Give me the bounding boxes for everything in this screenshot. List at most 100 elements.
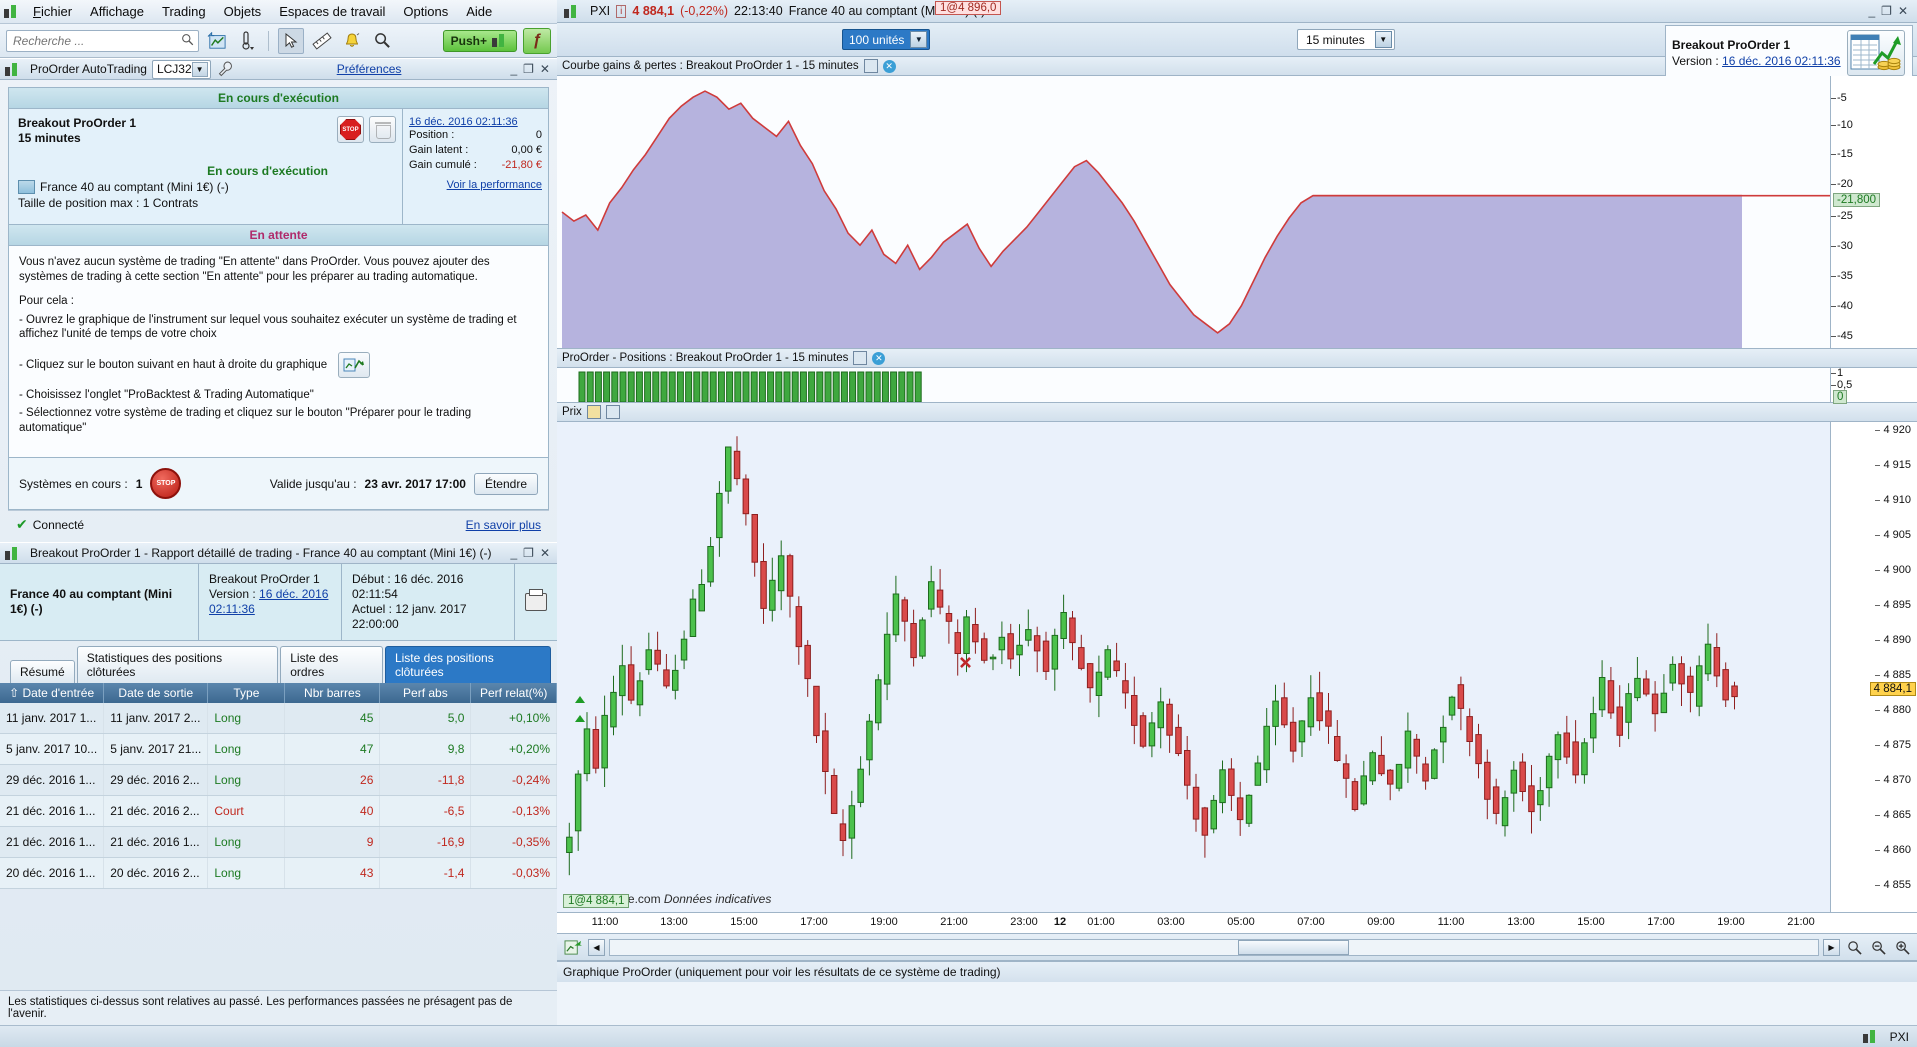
positions-panel-close-icon[interactable]: ✕ bbox=[872, 351, 886, 365]
alert-bell-icon[interactable] bbox=[340, 29, 364, 53]
thermometer-icon[interactable] bbox=[235, 29, 259, 53]
timeframe-selector[interactable]: 15 minutes ▼ bbox=[1297, 29, 1395, 50]
maximize-icon[interactable]: ❐ bbox=[523, 62, 534, 76]
chevron-down-icon[interactable]: ▼ bbox=[910, 31, 928, 48]
tab-resume[interactable]: Résumé bbox=[10, 660, 75, 683]
export-chart-icon[interactable] bbox=[562, 937, 584, 957]
chart-maximize-icon[interactable]: ❐ bbox=[1881, 4, 1892, 18]
tab-statistiques[interactable]: Statistiques des positions clôturées bbox=[76, 646, 279, 683]
preferences-link[interactable]: Préférences bbox=[336, 62, 402, 76]
close-icon[interactable]: ✕ bbox=[539, 62, 550, 76]
print-icon[interactable] bbox=[525, 589, 547, 611]
zoom-in-icon[interactable] bbox=[1892, 937, 1912, 957]
info-icon[interactable]: i bbox=[616, 4, 627, 18]
cell-type: Long bbox=[207, 733, 286, 765]
scroll-right-button[interactable]: ▶ bbox=[1823, 938, 1840, 956]
magnifier-icon[interactable] bbox=[370, 29, 394, 53]
positions-panel-settings-icon[interactable] bbox=[853, 351, 868, 365]
chevron-down-icon[interactable]: ▼ bbox=[1374, 31, 1392, 48]
positions-axis-tick: 1 bbox=[1830, 367, 1844, 379]
column-nbr-barres[interactable]: Nbr barres bbox=[284, 683, 381, 703]
strategy-version-link[interactable]: 16 déc. 2016 02:11:36 bbox=[1722, 54, 1841, 68]
stop-all-button[interactable]: STOP bbox=[150, 468, 182, 499]
new-chart-icon[interactable] bbox=[205, 29, 229, 53]
column-date-sortie[interactable]: Date de sortie bbox=[103, 683, 209, 703]
menu-bar: Fichier Affichage Trading Objets Espaces… bbox=[0, 0, 557, 24]
push-button[interactable]: Push+ bbox=[442, 29, 517, 52]
chart-scrollbar[interactable] bbox=[609, 938, 1819, 956]
extend-button[interactable]: Étendre bbox=[473, 472, 538, 495]
table-row[interactable]: 21 déc. 2016 1... 21 déc. 2016 1... Long… bbox=[0, 826, 557, 858]
report-minimize-icon[interactable]: _ bbox=[510, 546, 518, 560]
menu-item-objets[interactable]: Objets bbox=[223, 4, 262, 19]
stop-system-button[interactable]: STOP bbox=[337, 116, 364, 143]
menu-item-trading[interactable]: Trading bbox=[162, 4, 206, 19]
table-row[interactable]: 20 déc. 2016 1... 20 déc. 2016 2... Long… bbox=[0, 857, 557, 889]
table-row[interactable]: 11 janv. 2017 1... 11 janv. 2017 2... Lo… bbox=[0, 703, 557, 734]
report-panel-titlebar: Breakout ProOrder 1 - Rapport détaillé d… bbox=[0, 542, 557, 564]
price-panel-settings-icon[interactable] bbox=[605, 405, 620, 419]
tab-liste-positions-cloturees[interactable]: Liste des positions clôturées bbox=[384, 646, 551, 683]
column-perf-relat[interactable]: Perf relat(%) bbox=[470, 683, 557, 703]
price-panel-pencil-icon[interactable] bbox=[586, 405, 601, 419]
function-button[interactable]: ƒ bbox=[523, 27, 551, 54]
account-selector[interactable]: LCJ32 ▼ bbox=[151, 59, 211, 79]
system-start-link[interactable]: 16 déc. 2016 02:11:36 bbox=[409, 116, 518, 128]
minimize-icon[interactable]: _ bbox=[510, 62, 518, 76]
equity-chart: -5 -10 -15 -20 -21,800 -25 -30 -35 -40 -… bbox=[557, 76, 1917, 349]
report-maximize-icon[interactable]: ❐ bbox=[523, 546, 534, 560]
probacktest-icon[interactable] bbox=[338, 351, 371, 378]
search-icon[interactable] bbox=[181, 33, 194, 49]
column-perf-abs[interactable]: Perf abs bbox=[379, 683, 472, 703]
cursor-icon[interactable] bbox=[278, 27, 304, 54]
zoom-reset-icon[interactable] bbox=[1844, 937, 1864, 957]
column-type[interactable]: Type bbox=[207, 683, 286, 703]
chart-minimize-icon[interactable]: _ bbox=[1868, 4, 1876, 18]
cell-perf-rel: -0,03% bbox=[470, 857, 557, 889]
price-axis-tick: 4 875 bbox=[1875, 739, 1911, 751]
chart-ticker: PXI bbox=[590, 4, 611, 18]
cell-exit-date: 29 déc. 2016 2... bbox=[103, 764, 209, 796]
delete-system-button[interactable] bbox=[369, 116, 396, 143]
cell-bars: 45 bbox=[284, 703, 381, 734]
system-stats: 16 déc. 2016 02:11:36 Position : 0 Gain … bbox=[402, 109, 548, 224]
table-row[interactable]: 29 déc. 2016 1... 29 déc. 2016 2... Long… bbox=[0, 764, 557, 796]
price-axis-tick: 4 865 bbox=[1875, 809, 1911, 821]
menu-item-fichier[interactable]: Fichier bbox=[33, 4, 73, 19]
search-input[interactable] bbox=[11, 32, 181, 49]
ruler-icon[interactable] bbox=[310, 29, 334, 53]
zoom-out-icon[interactable] bbox=[1868, 937, 1888, 957]
strategy-info-box: Breakout ProOrder 1 Version : 16 déc. 20… bbox=[1665, 25, 1913, 81]
chevron-down-icon[interactable]: ▼ bbox=[191, 61, 208, 77]
menu-item-affichage[interactable]: Affichage bbox=[90, 4, 144, 19]
learn-more-link[interactable]: En savoir plus bbox=[465, 517, 541, 532]
table-row[interactable]: 21 déc. 2016 1... 21 déc. 2016 2... Cour… bbox=[0, 795, 557, 827]
proorder-icon bbox=[4, 62, 20, 77]
scrollbar-thumb[interactable] bbox=[1238, 939, 1349, 955]
chart-last-price: 4 884,1 bbox=[632, 4, 675, 18]
equity-panel-close-icon[interactable]: ✕ bbox=[882, 59, 896, 73]
latent-gain-row: Gain latent : 0,00 € bbox=[409, 143, 542, 158]
tab-liste-ordres[interactable]: Liste des ordres bbox=[280, 646, 383, 683]
search-box[interactable] bbox=[6, 29, 199, 52]
column-date-entree[interactable]: ⇧ Date d'entrée bbox=[0, 683, 105, 703]
cell-type: Long bbox=[207, 764, 286, 796]
chart-scroll-row: ◀ ▶ bbox=[557, 934, 1917, 961]
view-performance-link[interactable]: Voir la performance bbox=[446, 179, 542, 191]
equity-panel-settings-icon[interactable] bbox=[863, 59, 878, 73]
report-close-icon[interactable]: ✕ bbox=[539, 546, 550, 560]
scroll-left-button[interactable]: ◀ bbox=[588, 938, 605, 956]
menu-item-options[interactable]: Options bbox=[403, 4, 449, 19]
menu-item-espaces-de-travail[interactable]: Espaces de travail bbox=[279, 4, 386, 19]
probacktest-chart-icon[interactable] bbox=[1846, 30, 1905, 76]
menu-item-aide[interactable]: Aide bbox=[466, 4, 493, 19]
units-selector[interactable]: 100 unités ▼ bbox=[842, 29, 931, 50]
wrench-icon[interactable] bbox=[216, 60, 236, 78]
timeframe-selector-value: 15 minutes bbox=[1306, 32, 1365, 47]
chart-window-buttons: _ ❐ ✕ bbox=[1868, 4, 1911, 18]
equity-axis-tick: -10 bbox=[1831, 119, 1853, 131]
price-axis-tick: 4 915 bbox=[1875, 459, 1911, 471]
table-row[interactable]: 5 janv. 2017 10... 5 janv. 2017 21... Lo… bbox=[0, 733, 557, 765]
report-version-link[interactable]: 16 déc. 2016 02:11:36 bbox=[209, 587, 329, 616]
chart-close-icon[interactable]: ✕ bbox=[1897, 4, 1908, 18]
